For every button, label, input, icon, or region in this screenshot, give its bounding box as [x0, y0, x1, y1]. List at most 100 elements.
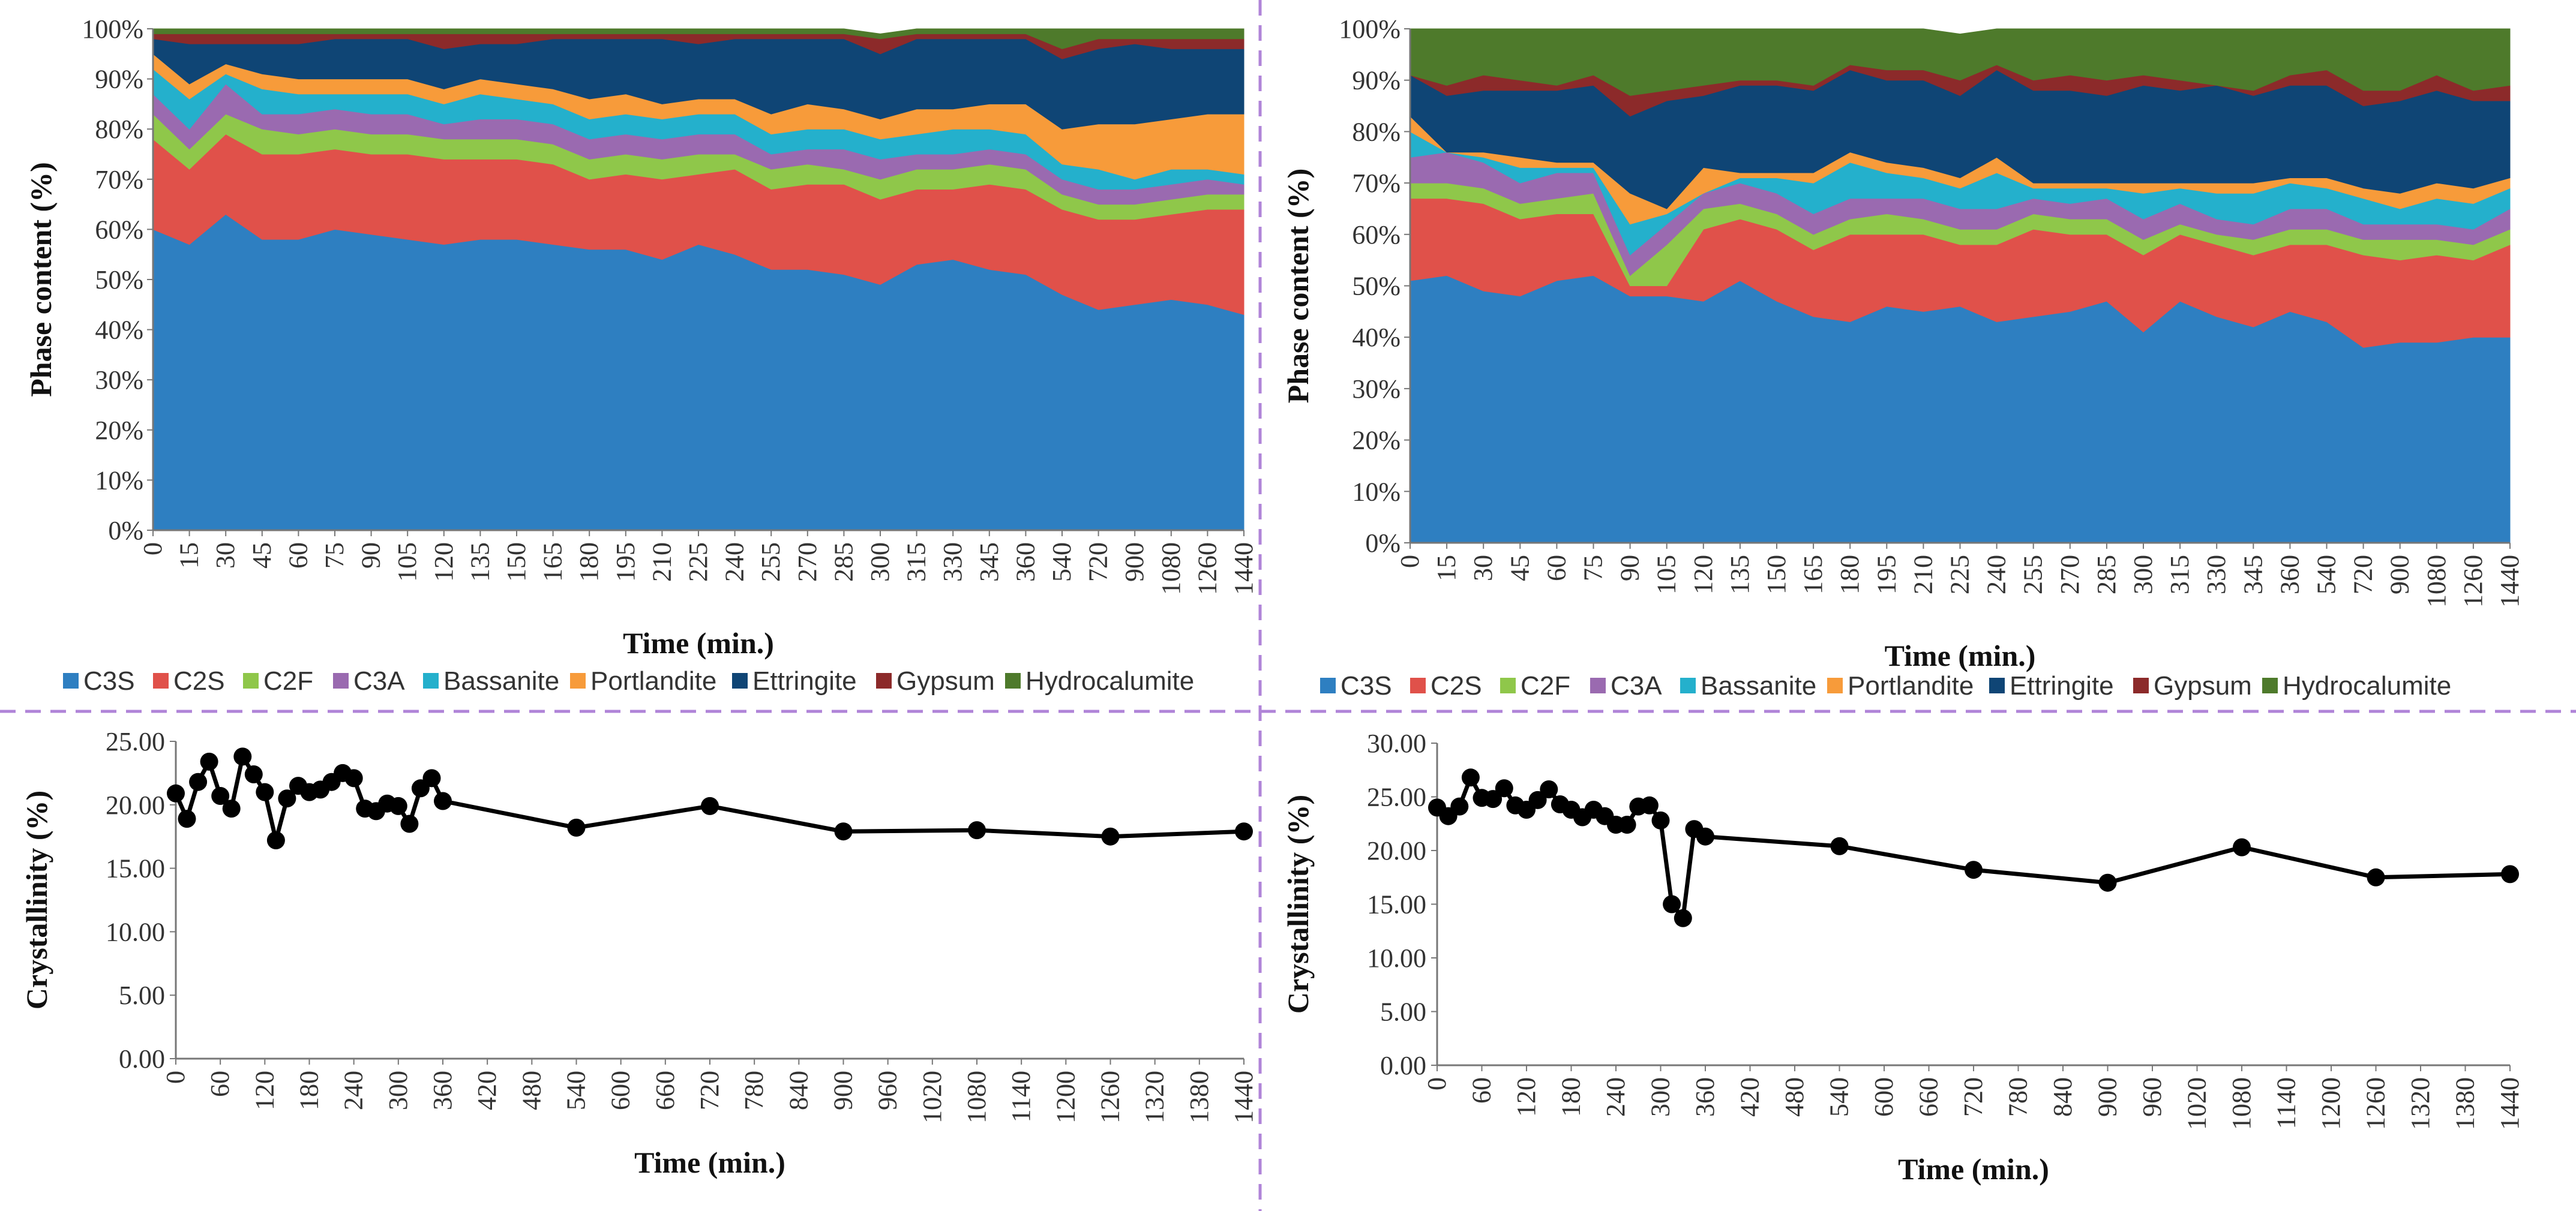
x-tick-label: 1200	[1051, 1071, 1080, 1123]
x-tick-label: 540	[2312, 555, 2341, 594]
x-tick-label: 1440	[2495, 555, 2524, 608]
x-axis-title: Time (min.)	[634, 1146, 785, 1179]
y-tick-label: 0%	[1365, 528, 1401, 558]
x-tick-label: 360	[428, 1071, 457, 1110]
x-tick-label: 60	[283, 542, 313, 569]
x-tick-label: 210	[1908, 555, 1938, 594]
x-tick-label: 240	[1601, 1077, 1630, 1117]
x-tick-label: 1080	[2422, 555, 2451, 608]
x-tick-label: 300	[383, 1071, 413, 1110]
x-tick-label: 120	[429, 542, 458, 582]
x-tick-label: 660	[650, 1071, 680, 1110]
data-point	[400, 815, 419, 833]
data-point	[2233, 838, 2251, 857]
x-tick-label: 1080	[962, 1071, 991, 1123]
x-tick-label: 1380	[1184, 1071, 1214, 1123]
legend-label: Bassanite	[1701, 671, 1816, 701]
crystallinity-line	[1435, 775, 2511, 921]
y-tick-label: 25.00	[106, 727, 165, 756]
legend-swatch-hydrocalumite	[1005, 673, 1021, 689]
x-tick-label: 195	[1872, 555, 1901, 594]
data-point	[2501, 865, 2519, 884]
x-tick-label: 1140	[1006, 1071, 1036, 1122]
legend-swatch-bassanite	[1680, 678, 1696, 693]
data-point	[167, 784, 185, 803]
data-point	[1663, 895, 1681, 913]
x-tick-label: 540	[562, 1071, 591, 1110]
phase-chart-1	[63, 28, 1244, 689]
x-tick-label: 45	[247, 542, 277, 569]
legend-swatch-portlandite	[1827, 678, 1843, 693]
x-tick-label: 75	[1579, 555, 1608, 581]
legend-label: Hydrocalumite	[1025, 666, 1194, 696]
x-tick-label: 180	[574, 542, 604, 582]
x-tick-label: 1020	[917, 1071, 947, 1123]
x-axis-title: Time (min.)	[1885, 639, 2036, 672]
data-point	[434, 792, 452, 810]
legend-label: Hydrocalumite	[2283, 671, 2451, 701]
legend-label: Ettringite	[752, 666, 857, 696]
legend-swatch-c3a	[1590, 678, 1606, 693]
y-tick-label: 10%	[1352, 477, 1401, 506]
y-tick-label: 30%	[1352, 374, 1401, 404]
data-point	[178, 810, 196, 828]
x-tick-label: 180	[295, 1071, 324, 1110]
y-tick-label: 20%	[1352, 426, 1401, 455]
legend-label: Ettringite	[2010, 671, 2114, 701]
data-point	[189, 773, 208, 791]
x-tick-label: 30	[1468, 555, 1498, 581]
y-tick-label: 20%	[95, 416, 143, 445]
data-point	[1618, 816, 1636, 834]
data-point	[1528, 791, 1547, 809]
legend-swatch-c3s	[1320, 678, 1336, 693]
y-tick-label: 40%	[1352, 323, 1401, 352]
legend-label: Portlandite	[590, 666, 716, 696]
y-tick-label: 0%	[108, 516, 143, 545]
x-tick-label: 300	[1646, 1077, 1675, 1117]
crystallinity-chart-1	[167, 741, 1253, 1065]
legend-swatch-ettringite	[732, 673, 748, 689]
y-tick-label: 30.00	[1367, 729, 1426, 758]
y-tick-label: 90%	[1352, 66, 1401, 95]
x-tick-label: 135	[1725, 555, 1755, 594]
x-tick-label: 720	[1959, 1077, 1988, 1117]
data-point	[567, 818, 586, 837]
y-tick-label: 0.00	[1380, 1051, 1426, 1080]
legend-label: C2S	[173, 666, 225, 696]
x-tick-label: 660	[1914, 1077, 1944, 1117]
x-tick-label: 15	[1432, 555, 1461, 581]
x-tick-label: 540	[1825, 1077, 1854, 1117]
x-tick-label: 360	[1690, 1077, 1720, 1117]
data-point	[1101, 827, 1120, 846]
y-tick-label: 70%	[1352, 169, 1401, 198]
x-tick-label: 900	[1120, 542, 1149, 582]
y-tick-label: 10.00	[106, 917, 165, 946]
x-tick-label: 300	[865, 542, 895, 582]
y-tick-label: 70%	[95, 165, 143, 194]
x-tick-label: 270	[793, 542, 822, 582]
data-point	[211, 787, 230, 805]
x-tick-label: 90	[356, 542, 386, 569]
x-tick-label: 1320	[2406, 1077, 2435, 1130]
x-tick-label: 480	[517, 1071, 546, 1110]
legend-swatch-c3a	[333, 673, 349, 689]
data-point	[244, 765, 263, 783]
data-point	[1484, 790, 1503, 809]
x-tick-label: 225	[683, 542, 713, 582]
x-tick-label: 105	[392, 542, 422, 582]
x-tick-label: 330	[2202, 555, 2231, 594]
x-tick-label: 60	[1542, 555, 1571, 581]
x-tick-label: 420	[1735, 1077, 1765, 1117]
x-tick-label: 120	[1512, 1077, 1541, 1117]
data-point	[1540, 780, 1558, 798]
area-hydrocalumite	[152, 28, 1244, 49]
data-point	[1830, 837, 1849, 855]
x-tick-label: 360	[2275, 555, 2304, 594]
y-tick-label: 40%	[95, 315, 143, 345]
y-tick-label: 10.00	[1367, 943, 1426, 973]
y-tick-label: 80%	[1352, 117, 1401, 146]
y-tick-label: 100%	[82, 14, 143, 44]
x-tick-label: 720	[2349, 555, 2378, 594]
x-tick-label: 60	[205, 1071, 235, 1097]
x-tick-label: 75	[320, 542, 349, 569]
